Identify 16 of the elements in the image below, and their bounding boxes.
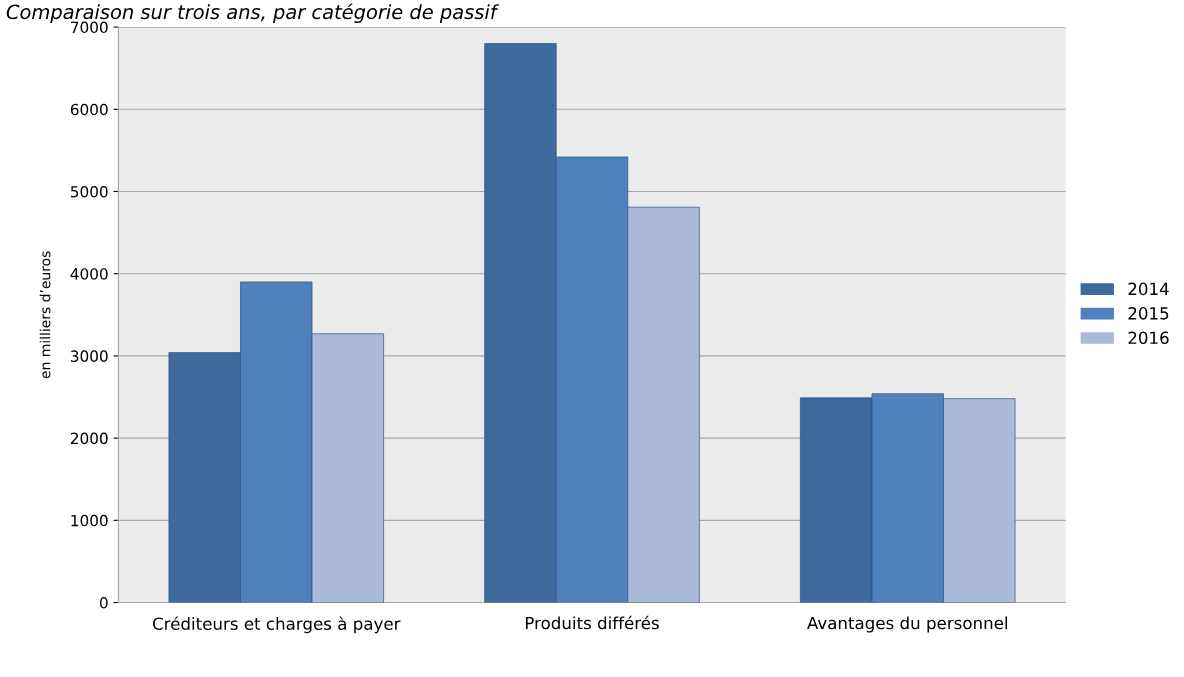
legend-label: 2016: [1128, 331, 1169, 345]
y-tick-label: 6000: [70, 103, 108, 116]
x-tick-label: Avantages du personnel: [807, 616, 1007, 633]
y-axis-title: en milliers d’euros: [39, 251, 51, 379]
y-tick-label: 2000: [70, 432, 108, 445]
y-tick-label: 0: [99, 597, 108, 609]
y-tick-label: 5000: [70, 185, 108, 198]
y-tick-label: 7000: [71, 21, 108, 34]
y-tick-label: 1000: [71, 514, 108, 527]
legend-label: 2014: [1128, 282, 1169, 296]
x-tick-label: Produits différés: [525, 615, 659, 630]
chart-title: Comparaison sur trois ans, par catégorie de passif: [6, 3, 500, 23]
y-tick-label: 3000: [70, 350, 108, 362]
y-tick-label: 4000: [70, 268, 108, 280]
legend-label: 2015: [1128, 307, 1169, 320]
x-tick-label: Créditeurs et charges à payer: [152, 616, 401, 634]
